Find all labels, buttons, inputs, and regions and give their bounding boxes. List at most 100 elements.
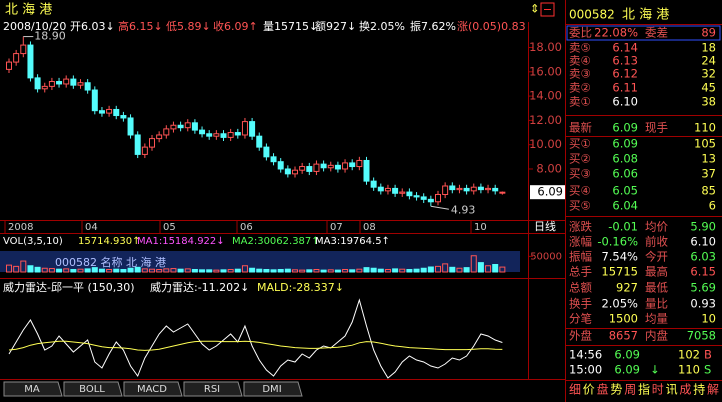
quote-label: 外盘 — [569, 329, 592, 343]
quote-value: 1500 — [609, 312, 638, 326]
tab-label: DMI — [262, 384, 281, 395]
bid-price: 6.08 — [612, 152, 638, 166]
ask-volume: 45 — [701, 81, 716, 95]
ask-price: 6.14 — [612, 41, 638, 55]
volume-bar — [435, 265, 441, 273]
candle-body — [327, 164, 334, 169]
candle-body — [77, 82, 84, 86]
tick-time: 14:56 — [569, 348, 602, 362]
tick-price: 6.09 — [614, 363, 640, 377]
quote-label: 卖④ — [569, 54, 591, 68]
candle-body — [277, 161, 284, 170]
y-tick-label: 10.00 — [529, 137, 562, 151]
header-item: 量15715↓ — [263, 20, 318, 33]
candle-body — [377, 186, 384, 192]
volume-bar — [106, 269, 113, 273]
info-tab: 解 — [707, 383, 719, 397]
volume-bar — [41, 267, 48, 273]
candle-body — [470, 186, 477, 192]
y-tick-label: 8.00 — [536, 161, 562, 175]
indicator-line — [8, 298, 503, 379]
tab-label: MACD — [137, 384, 167, 395]
quote-label: 委比 — [569, 26, 592, 40]
info-overlay — [0, 251, 520, 272]
volume-title: VOL(3,5,10) — [3, 236, 63, 247]
scroll-icon[interactable]: ⇕ — [530, 2, 540, 16]
candle-body — [98, 110, 105, 114]
quote-value: 22.08% — [594, 26, 638, 40]
tab[interactable] — [243, 381, 303, 397]
candle-body — [149, 138, 155, 148]
quote-value: 7.54% — [601, 250, 638, 264]
quote-value: 89 — [701, 26, 716, 40]
x-tick-label: 04 — [85, 222, 98, 233]
candle-body — [256, 135, 263, 148]
volume-bar — [256, 268, 263, 273]
quote-label: 今开 — [645, 250, 668, 264]
volume-bar — [120, 269, 127, 273]
volume-bar — [363, 267, 370, 273]
quote-value: 5.69 — [690, 281, 716, 295]
volume-bar — [420, 267, 427, 273]
quote-value: 7058 — [687, 329, 716, 343]
info-tab: 周 — [624, 383, 636, 397]
candle-body — [363, 159, 370, 182]
candle-body — [41, 85, 48, 90]
candle-body — [299, 166, 306, 171]
overlay-text: 000582 名称 北 海 港 — [55, 255, 166, 269]
tab[interactable] — [123, 381, 183, 397]
quote-label: 总额 — [569, 281, 592, 295]
x-tick-label: 10 — [474, 222, 487, 233]
candle-body — [334, 164, 341, 170]
candle-body — [241, 121, 248, 136]
candle-body — [392, 187, 399, 194]
header-item: 涨(0.05)0.83 — [457, 20, 526, 33]
volume-bar — [113, 268, 120, 273]
volume-bar — [149, 268, 155, 273]
bid-volume: 13 — [701, 152, 716, 166]
volume-bar — [306, 269, 313, 273]
indicator-legend: 威力雷达:-11.202↓ — [150, 281, 249, 294]
tick-arrow: ↓ — [650, 363, 660, 377]
candle-body — [63, 78, 70, 85]
volume-bar — [184, 268, 191, 273]
quote-label: 分笔 — [569, 312, 592, 326]
candle-body — [456, 187, 463, 191]
ask-price: 6.13 — [612, 54, 638, 68]
candle-body — [270, 156, 277, 163]
tab-label: RSI — [204, 384, 220, 395]
candle-body — [349, 162, 356, 168]
quote-value: 5.90 — [690, 220, 716, 234]
volume-bar — [327, 269, 334, 273]
volume-bar — [284, 268, 291, 273]
bid-volume: 37 — [701, 167, 716, 181]
candle-body — [127, 117, 134, 136]
candle-body — [6, 61, 12, 70]
info-tab: 成 — [679, 383, 691, 397]
tab[interactable] — [3, 381, 63, 397]
quote-label: 涨幅 — [569, 235, 592, 249]
tab[interactable] — [183, 381, 243, 397]
volume-bar — [34, 266, 41, 273]
x-tick-label: 06 — [240, 222, 253, 233]
volume-legend: MA2:30062.387↑ — [232, 236, 320, 247]
x-tick-label: 07 — [330, 222, 343, 233]
volume-bar — [320, 269, 327, 273]
tick-time: 15:00 — [569, 363, 602, 377]
tab[interactable] — [63, 381, 123, 397]
candle-body — [292, 169, 298, 175]
ask-volume: 32 — [701, 67, 716, 81]
quote-label: 均量 — [645, 312, 668, 326]
candle-body — [177, 124, 184, 129]
candle-body — [199, 129, 206, 135]
ask-volume: 24 — [701, 54, 716, 68]
candle-body — [106, 108, 113, 114]
volume-bar — [349, 269, 356, 273]
header-item: 振7.62% — [410, 19, 456, 33]
candle-body — [413, 195, 420, 198]
volume-bar — [463, 267, 470, 273]
stock-title: 北 海 港 — [5, 3, 52, 18]
candle-body — [356, 159, 363, 168]
volume-bar — [392, 268, 399, 273]
close-button[interactable] — [540, 2, 555, 17]
